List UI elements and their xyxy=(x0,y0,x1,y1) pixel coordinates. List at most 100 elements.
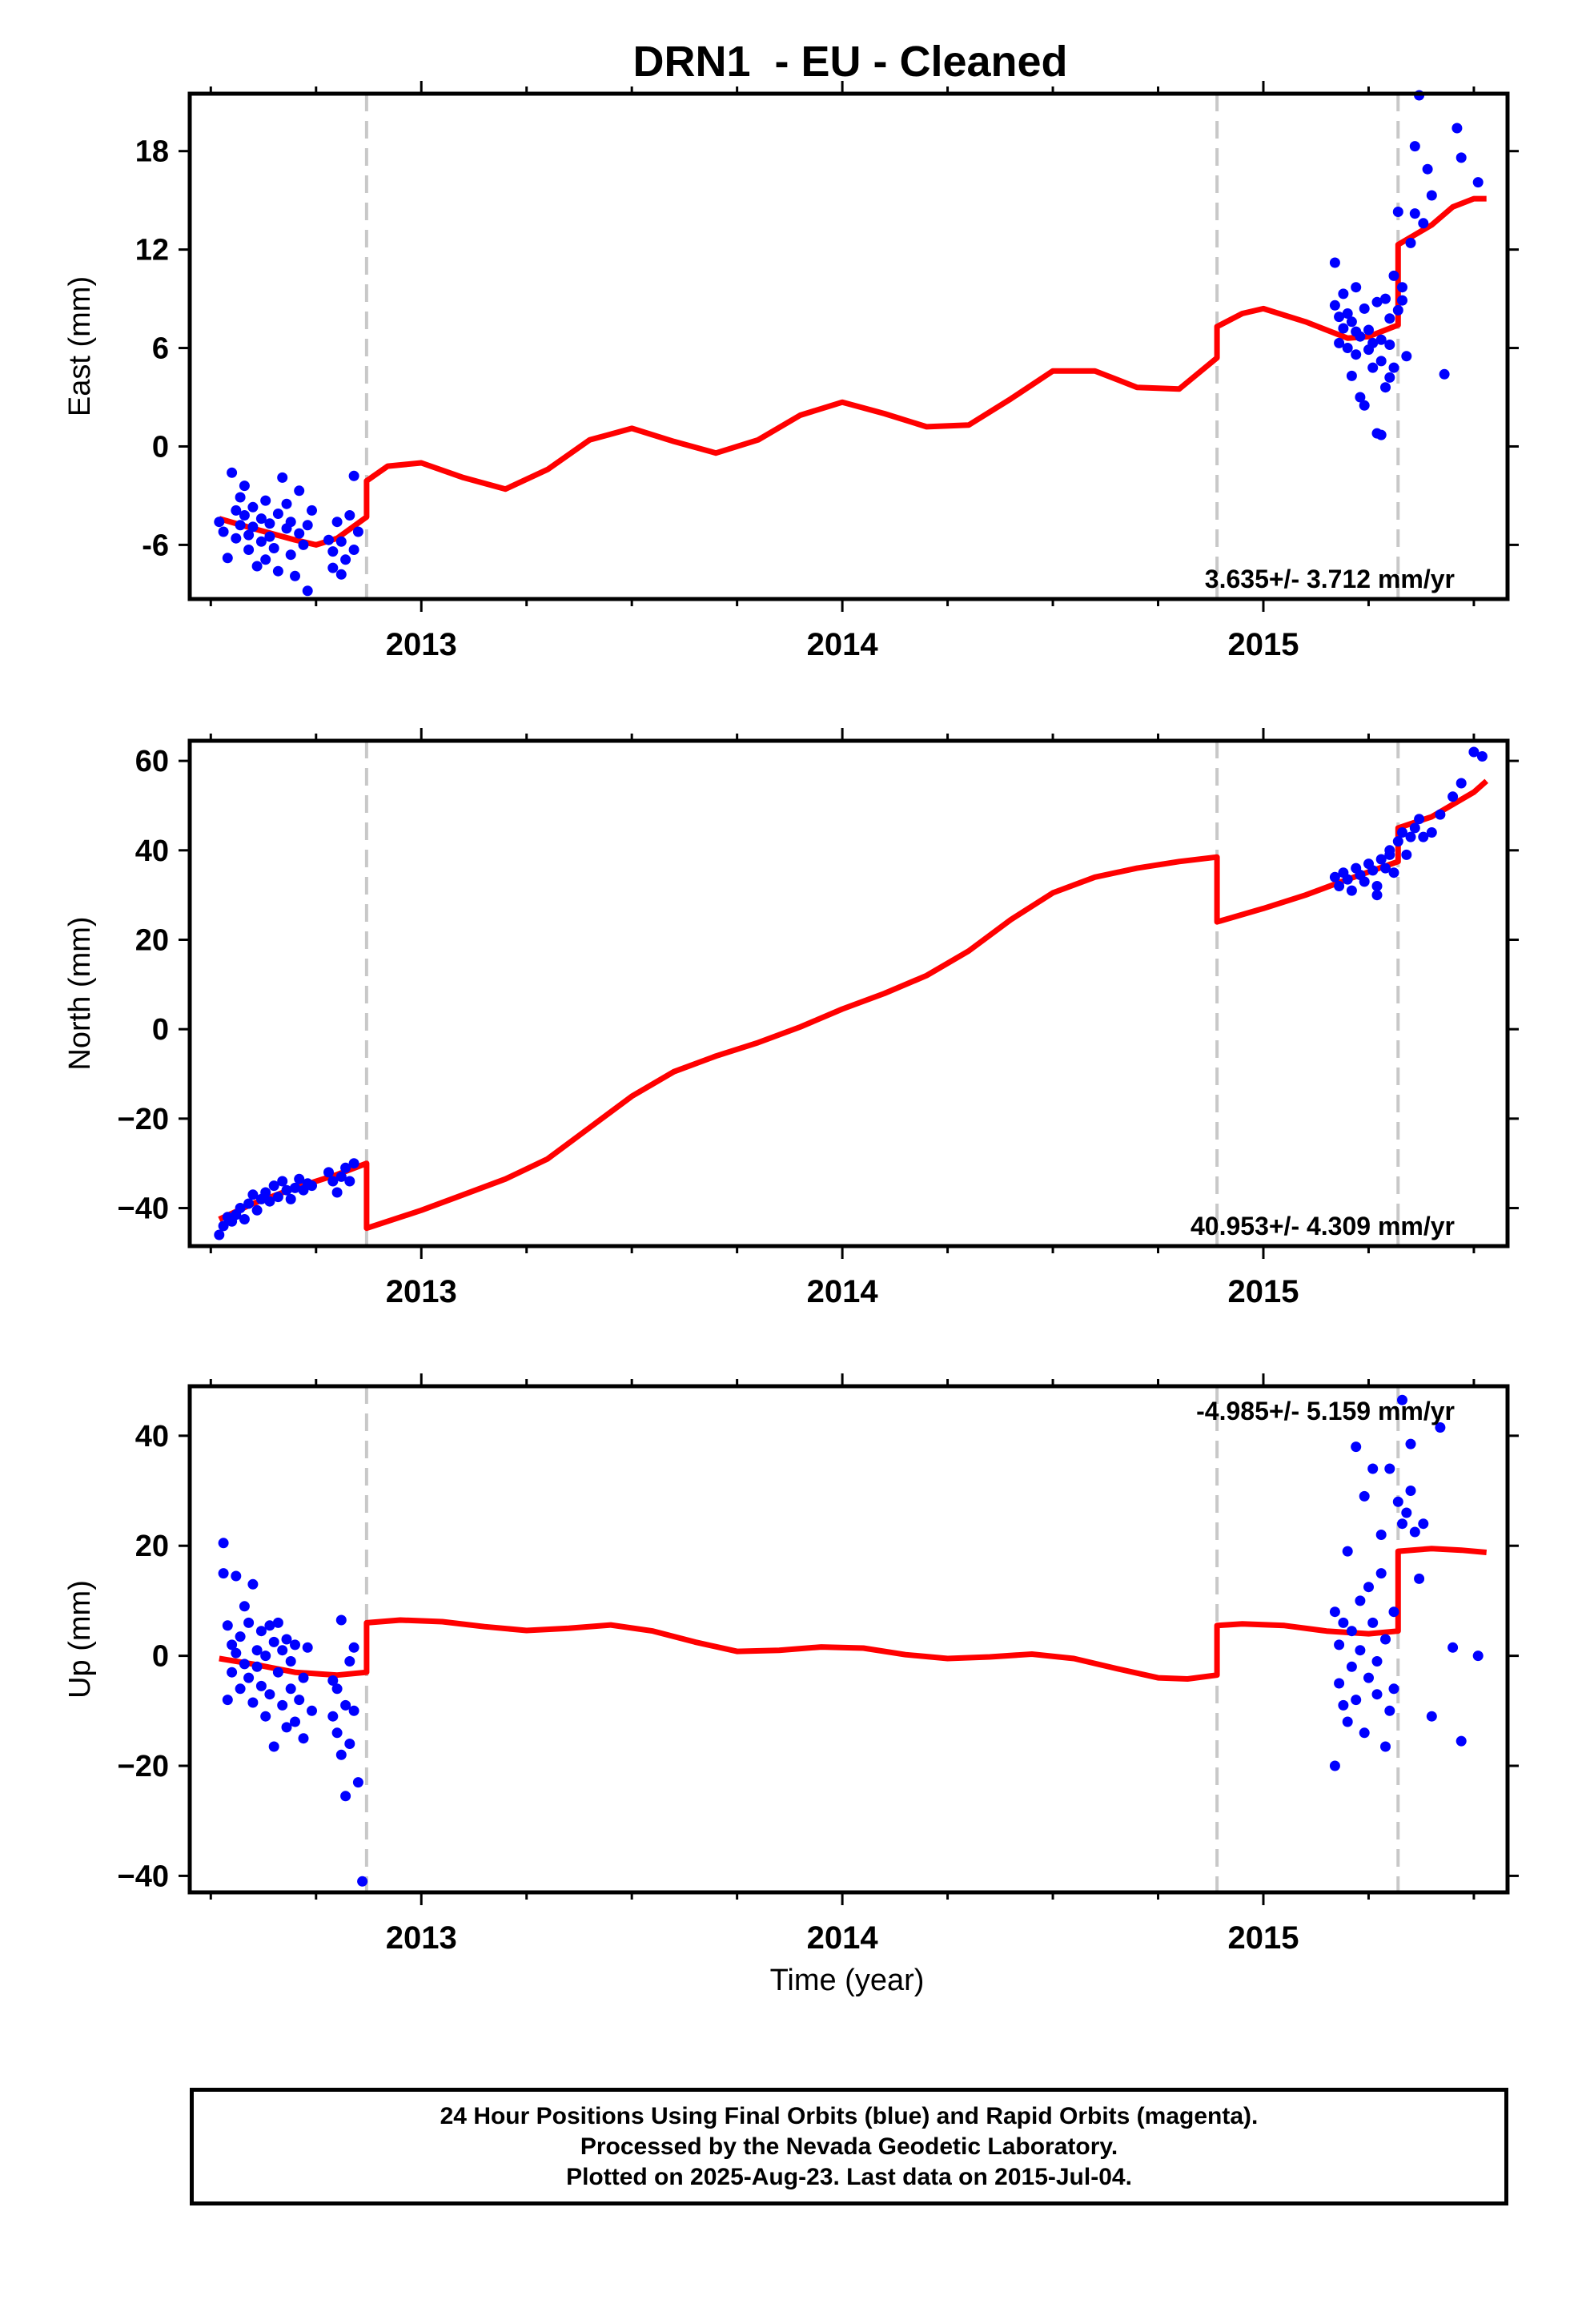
up-data-point xyxy=(1355,1645,1366,1656)
north-data-point xyxy=(272,1192,283,1203)
north-axis-ticks xyxy=(179,728,1519,1259)
east-data-point xyxy=(1380,293,1391,304)
east-data-point xyxy=(327,546,339,557)
up-data-points xyxy=(218,1394,1484,1887)
up-data-point xyxy=(247,1697,259,1708)
up-data-point xyxy=(243,1617,255,1628)
up-data-point xyxy=(264,1689,275,1700)
north-data-point xyxy=(323,1167,334,1178)
up-y-tick-label: 40 xyxy=(135,1420,169,1454)
up-data-point xyxy=(222,1695,233,1706)
east-data-point xyxy=(1426,190,1437,201)
up-data-point xyxy=(340,1791,351,1802)
north-data-point xyxy=(331,1187,343,1198)
east-data-point xyxy=(1422,163,1433,175)
north-data-point xyxy=(348,1158,359,1169)
east-data-point xyxy=(1384,313,1395,324)
up-x-tick-label: 2015 xyxy=(1227,1920,1299,1956)
up-data-point xyxy=(1359,1727,1370,1739)
up-data-point xyxy=(357,1876,368,1887)
up-data-point xyxy=(281,1722,292,1733)
north-data-point xyxy=(1380,862,1391,874)
caption-line-1: 24 Hour Positions Using Final Orbits (bl… xyxy=(440,2102,1259,2129)
east-data-point xyxy=(1342,343,1353,353)
east-data-point xyxy=(1338,323,1349,334)
north-x-tick-label: 2015 xyxy=(1227,1274,1299,1309)
north-y-tick-label: −40 xyxy=(118,1192,169,1226)
east-data-point xyxy=(1351,282,1362,293)
north-y-tick-label: 60 xyxy=(135,745,169,778)
up-data-point xyxy=(1351,1441,1362,1453)
up-data-point xyxy=(281,1634,292,1645)
up-data-point xyxy=(344,1739,355,1749)
north-data-point xyxy=(1367,865,1379,876)
east-data-point xyxy=(264,518,275,529)
up-data-point xyxy=(247,1578,259,1590)
east-data-point xyxy=(327,562,339,573)
east-data-point xyxy=(1388,270,1399,281)
up-data-point xyxy=(1397,1394,1407,1405)
chart-title: DRN1 - EU - Cleaned xyxy=(632,38,1067,86)
east-data-point xyxy=(348,545,359,555)
up-data-point xyxy=(307,1705,317,1716)
east-data-point xyxy=(1329,257,1340,268)
up-data-point xyxy=(1334,1639,1345,1651)
north-data-point xyxy=(268,1180,279,1192)
east-x-tick-label: 2014 xyxy=(807,627,879,662)
east-y-tick-label: -6 xyxy=(142,529,169,562)
east-data-point xyxy=(247,521,259,533)
north-data-point xyxy=(1375,854,1387,865)
up-data-point xyxy=(1363,1582,1374,1593)
east-data-point xyxy=(1409,141,1420,152)
east-data-point xyxy=(1397,295,1407,306)
up-data-point xyxy=(335,1749,347,1760)
north-data-point xyxy=(1359,876,1370,887)
up-data-point xyxy=(1380,1741,1391,1752)
east-data-point xyxy=(285,517,296,528)
caption-box: 24 Hour Positions Using Final Orbits (bl… xyxy=(190,2088,1508,2205)
up-data-point xyxy=(1375,1568,1387,1579)
up-data-point xyxy=(1397,1518,1407,1530)
up-data-point xyxy=(1359,1490,1370,1502)
north-data-point xyxy=(327,1176,339,1187)
up-y-tick-label: 20 xyxy=(135,1530,169,1563)
caption-line-3: Plotted on 2025-Aug-23. Last data on 201… xyxy=(566,2163,1132,2190)
caption-line-2: Processed by the Nevada Geodetic Laborat… xyxy=(580,2133,1118,2160)
east-x-tick-label: 2013 xyxy=(386,627,457,662)
north-data-point xyxy=(214,1229,225,1240)
up-data-point xyxy=(290,1639,300,1651)
up-data-point xyxy=(1342,1716,1353,1727)
east-data-point xyxy=(285,549,296,561)
north-data-point xyxy=(335,1171,347,1182)
up-data-point xyxy=(1392,1496,1403,1507)
up-data-point xyxy=(327,1711,339,1722)
east-data-point xyxy=(1355,392,1366,403)
east-y-tick-label: 18 xyxy=(135,135,169,169)
up-y-tick-label: 0 xyxy=(152,1640,169,1674)
up-data-point xyxy=(235,1683,246,1695)
north-x-tick-label: 2014 xyxy=(807,1274,879,1309)
east-data-point xyxy=(214,517,225,528)
up-data-point xyxy=(218,1538,229,1549)
up-data-point xyxy=(1447,1642,1459,1653)
up-plot-frame xyxy=(187,1384,1510,1895)
east-data-point xyxy=(1409,208,1420,219)
up-data-point xyxy=(277,1699,288,1711)
east-data-point xyxy=(323,534,334,545)
up-rate-label: -4.985+/- 5.159 mm/yr xyxy=(1196,1397,1455,1425)
east-data-point xyxy=(1392,207,1403,217)
east-data-point xyxy=(1367,337,1379,348)
up-y-tick-label: −20 xyxy=(118,1750,169,1783)
up-data-point xyxy=(1472,1651,1484,1662)
north-data-point xyxy=(1334,881,1345,891)
north-plot-frame xyxy=(187,738,1510,1248)
east-data-point xyxy=(1346,316,1357,328)
up-data-point xyxy=(1435,1422,1446,1433)
up-y-axis-label: Up (mm) xyxy=(63,1580,97,1699)
x-axis-label: Time (year) xyxy=(770,1964,925,1997)
east-data-point xyxy=(1351,326,1362,337)
east-data-point xyxy=(298,539,309,550)
north-data-point xyxy=(1392,836,1403,847)
east-data-point xyxy=(1346,370,1357,381)
north-y-tick-label: 0 xyxy=(152,1013,169,1047)
